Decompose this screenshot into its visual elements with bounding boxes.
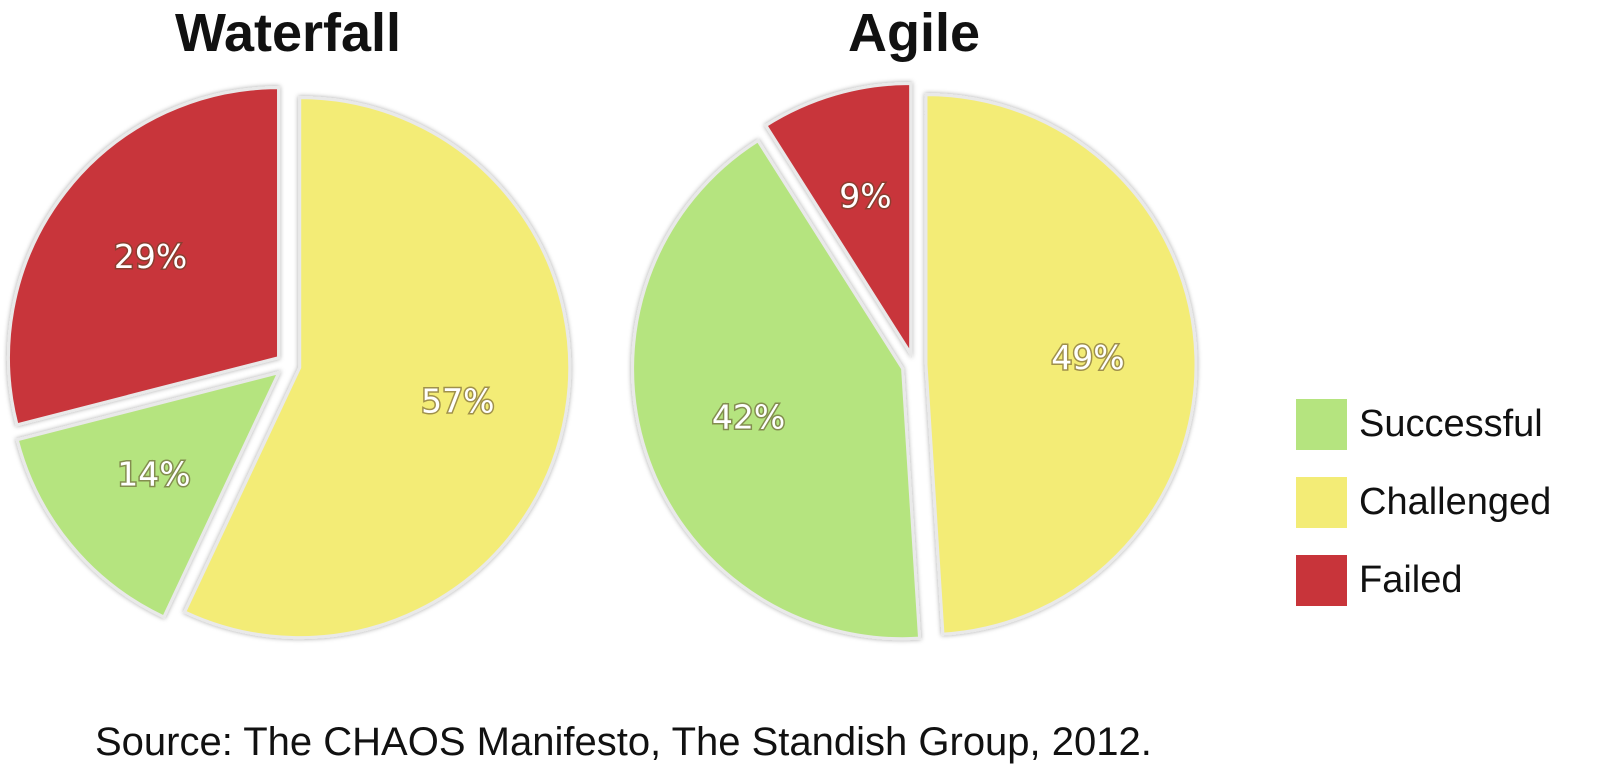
agile-slice-challenged xyxy=(924,93,1198,636)
agile-slice-successful xyxy=(631,138,922,641)
legend-label-successful: Successful xyxy=(1359,402,1543,445)
waterfall-slice-successful xyxy=(15,370,282,619)
agile-label-failed: 9% xyxy=(839,176,891,215)
agile-slice-failed xyxy=(763,81,913,359)
legend-swatch-failed xyxy=(1296,554,1347,606)
legend-label-challenged: Challenged xyxy=(1359,480,1552,523)
waterfall-pie: 57% 14% 29% xyxy=(7,86,572,640)
legend-swatch-successful xyxy=(1296,398,1347,450)
agile-title: Agile xyxy=(847,3,981,63)
legend-label-failed: Failed xyxy=(1359,558,1463,601)
legend-item-challenged: Challenged xyxy=(1296,476,1551,528)
waterfall-label-challenged: 57% xyxy=(421,381,494,420)
legend-item-successful: Successful xyxy=(1296,398,1551,450)
legend-item-failed: Failed xyxy=(1296,554,1551,606)
agile-pie: 49% 42% 9% xyxy=(631,81,1198,641)
waterfall-title: Waterfall xyxy=(174,3,402,63)
legend-swatch-challenged xyxy=(1296,476,1347,528)
waterfall-slice-failed xyxy=(7,86,281,427)
waterfall-label-failed: 29% xyxy=(114,237,187,276)
waterfall-slice-challenged xyxy=(182,96,572,640)
agile-label-successful: 42% xyxy=(712,397,785,436)
agile-label-challenged: 49% xyxy=(1051,338,1124,377)
source-note: Source: The CHAOS Manifesto, The Standis… xyxy=(95,720,1152,764)
waterfall-label-successful: 14% xyxy=(117,454,190,493)
legend: Successful Challenged Failed xyxy=(1296,398,1551,632)
